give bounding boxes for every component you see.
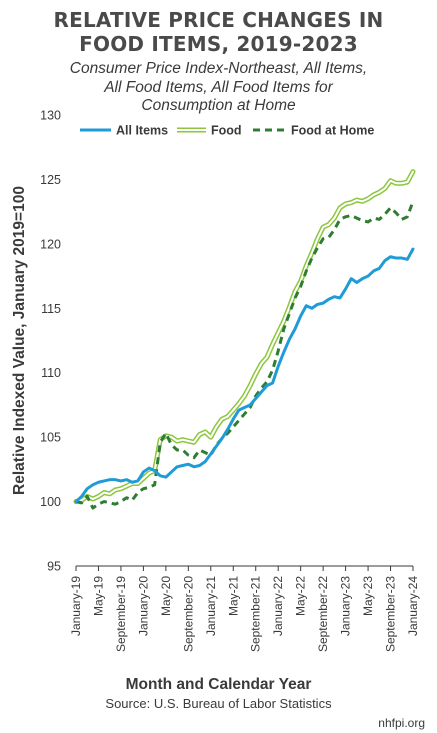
x-tick-label: September-23 — [384, 576, 398, 652]
subtitle-line-3: Consumption at Home — [141, 97, 296, 114]
x-tick-label: May-21 — [226, 576, 240, 616]
y-tick-label: 120 — [40, 237, 61, 251]
legend-food-at-home-label: Food at Home — [291, 124, 374, 138]
x-tick-label: September-19 — [114, 576, 128, 652]
x-tick-label: May-23 — [361, 576, 375, 616]
title-line-2: FOOD ITEMS, 2019-2023 — [79, 32, 358, 56]
credit-text: nhfpi.org — [378, 716, 425, 730]
chart-subtitle: Consumer Price Index-Northeast, All Item… — [0, 60, 437, 116]
source-note: Source: U.S. Bureau of Labor Statistics — [105, 696, 332, 711]
y-tick-label: 110 — [41, 366, 61, 380]
title-line-1: RELATIVE PRICE CHANGES IN — [53, 8, 384, 32]
series-food-outline — [73, 169, 416, 505]
x-tick-label: January-24 — [406, 576, 420, 636]
x-tick-label: September-20 — [181, 576, 195, 652]
subtitle-line-2: All Food Items, All Food Items for — [104, 78, 333, 96]
y-axis-label: Relative Indexed Value, January 2019=100 — [11, 186, 28, 495]
x-tick-label: January-22 — [271, 576, 285, 636]
legend-all-items-label: All Items — [116, 124, 168, 138]
y-tick-label: 95 — [47, 560, 61, 574]
series-food-line — [75, 170, 414, 503]
legend-food-label: Food — [211, 124, 242, 138]
y-tick-label: 100 — [40, 495, 61, 509]
x-tick-label: May-20 — [159, 576, 173, 616]
x-tick-label: May-22 — [294, 576, 308, 616]
chart-title: RELATIVE PRICE CHANGES IN FOOD ITEMS, 20… — [0, 8, 437, 56]
x-tick-label: May-19 — [91, 576, 105, 616]
x-tick-label: January-19 — [69, 576, 83, 636]
x-tick-label: September-21 — [249, 576, 263, 652]
y-tick-label: 105 — [40, 431, 61, 445]
series-food-at-home-line — [75, 200, 415, 510]
x-tick-label: January-23 — [339, 576, 353, 636]
y-tick-label: 125 — [40, 173, 61, 187]
subtitle-line-1: Consumer Price Index-Northeast, All Item… — [69, 60, 368, 77]
x-axis-label: Month and Calendar Year — [125, 676, 312, 693]
y-tick-label: 115 — [41, 302, 61, 316]
x-tick-label: September-22 — [316, 576, 330, 652]
series-all-items-line — [74, 247, 415, 504]
x-tick-label: January-21 — [204, 576, 218, 636]
y-tick-label: 130 — [40, 109, 61, 123]
x-tick-label: January-20 — [136, 576, 150, 636]
